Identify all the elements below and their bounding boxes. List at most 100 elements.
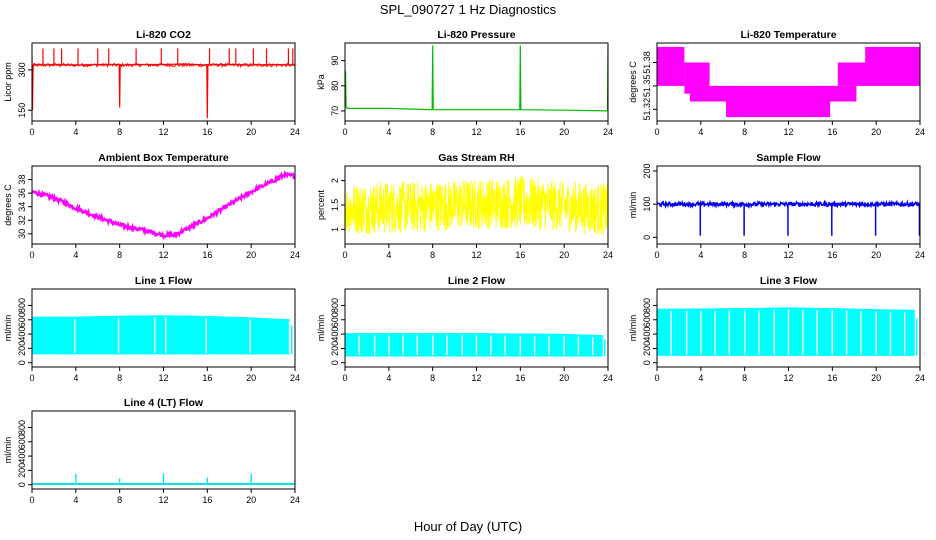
y-tick-label: 30 bbox=[17, 229, 27, 239]
y-tick-label: 150 bbox=[17, 103, 27, 118]
x-tick-label: 20 bbox=[559, 127, 569, 137]
x-tick-label: 8 bbox=[117, 250, 122, 260]
x-tick-label: 4 bbox=[73, 250, 78, 260]
series-line bbox=[32, 56, 295, 119]
panel-9: Line 3 Flow ml/min 0 4 8 12 16 20 24 0 20040060080… bbox=[628, 275, 925, 383]
y-axis-label: Licor ppm bbox=[3, 62, 13, 102]
x-tick-label: 12 bbox=[471, 373, 481, 383]
y-tick-label: 0 bbox=[17, 360, 27, 365]
y-tick-label: 100 bbox=[642, 197, 652, 212]
x-tick-label: 4 bbox=[73, 373, 78, 383]
y-tick-label: 36 bbox=[17, 188, 27, 198]
y-axis-label: ml/min bbox=[3, 315, 13, 342]
x-tick-label: 0 bbox=[654, 127, 659, 137]
y-tick-label: 800 bbox=[17, 298, 27, 313]
x-tick-label: 20 bbox=[871, 250, 881, 260]
x-tick-label: 12 bbox=[158, 495, 168, 505]
y-tick-label: 400 bbox=[17, 449, 27, 464]
x-tick-label: 24 bbox=[290, 495, 300, 505]
panel-2: Li-820 Pressure kPa 0 4 8 12 16 20 24 70 80 90 bbox=[316, 29, 613, 137]
x-tick-label: 16 bbox=[515, 127, 525, 137]
y-tick-label: 800 bbox=[330, 298, 340, 313]
y-tick-label: 0 bbox=[642, 360, 652, 365]
panel-7: Line 1 Flow ml/min 0 4 8 12 16 20 24 0 20040060080… bbox=[3, 275, 300, 383]
x-tick-label: 8 bbox=[117, 373, 122, 383]
panel-title: Line 3 Flow bbox=[760, 275, 818, 287]
y-axis-label: degrees C bbox=[628, 61, 638, 103]
y-tick-label: 51.38 bbox=[642, 51, 652, 74]
x-tick-label: 4 bbox=[386, 250, 391, 260]
panel-5: Gas Stream RH percent 0 4 8 12 16 20 24 1 1.5 2 bbox=[316, 152, 613, 260]
y-axis-label: kPa bbox=[316, 74, 326, 90]
x-tick-label: 8 bbox=[430, 373, 435, 383]
x-tick-label: 16 bbox=[202, 373, 212, 383]
x-tick-label: 4 bbox=[73, 127, 78, 137]
x-tick-label: 20 bbox=[246, 250, 256, 260]
y-tick-label: 1.5 bbox=[330, 199, 340, 212]
series bbox=[657, 307, 920, 356]
panel-1: Li-820 CO2 Licor ppm 0 4 8 12 16 20 24 150 300 bbox=[3, 29, 300, 137]
panel-title: Line 2 Flow bbox=[448, 275, 506, 287]
series bbox=[345, 45, 608, 112]
series bbox=[657, 46, 920, 118]
x-tick-label: 0 bbox=[654, 250, 659, 260]
x-tick-label: 4 bbox=[698, 250, 703, 260]
y-axis-label: percent bbox=[316, 189, 326, 220]
x-tick-label: 20 bbox=[871, 373, 881, 383]
panel-4: Ambient Box Temperature degrees C 0 4 8 12 16 2… bbox=[3, 152, 300, 260]
y-axis-label: ml/min bbox=[628, 192, 638, 219]
x-tick-label: 4 bbox=[698, 373, 703, 383]
series-line bbox=[345, 45, 608, 112]
panel-3: Li-820 Temperature degrees C 0 4 8 12 16 20 24 51… bbox=[628, 29, 925, 137]
x-tick-label: 20 bbox=[871, 127, 881, 137]
x-tick-label: 16 bbox=[827, 373, 837, 383]
y-tick-label: 2 bbox=[330, 178, 340, 183]
flow-area bbox=[345, 333, 603, 357]
x-tick-label: 8 bbox=[117, 127, 122, 137]
y-tick-label: 90 bbox=[330, 56, 340, 66]
x-tick-label: 16 bbox=[515, 250, 525, 260]
series bbox=[32, 315, 293, 355]
flow-area bbox=[657, 307, 915, 356]
y-tick-label: 51.32 bbox=[642, 98, 652, 121]
x-tick-label: 24 bbox=[603, 127, 613, 137]
x-tick-label: 12 bbox=[471, 127, 481, 137]
x-tick-label: 16 bbox=[202, 250, 212, 260]
series-noise bbox=[32, 62, 295, 68]
panel-title: Gas Stream RH bbox=[438, 152, 514, 164]
x-tick-label: 8 bbox=[742, 250, 747, 260]
series bbox=[345, 333, 608, 357]
y-tick-label: 0 bbox=[17, 482, 27, 487]
x-tick-label: 4 bbox=[698, 127, 703, 137]
x-tick-label: 12 bbox=[158, 373, 168, 383]
panel-title: Line 4 (LT) Flow bbox=[124, 397, 204, 409]
y-tick-label: 400 bbox=[17, 327, 27, 342]
x-tick-label: 0 bbox=[29, 127, 34, 137]
x-tick-label: 8 bbox=[742, 127, 747, 137]
y-tick-label: 600 bbox=[17, 434, 27, 449]
x-tick-label: 24 bbox=[290, 373, 300, 383]
x-tick-label: 24 bbox=[290, 250, 300, 260]
panel-6: Sample Flow ml/min 0 4 8 12 16 20 24 0 100 200 bbox=[628, 152, 925, 260]
temperature-band bbox=[812, 85, 857, 102]
x-tick-label: 12 bbox=[783, 373, 793, 383]
series bbox=[32, 473, 295, 485]
x-tick-label: 12 bbox=[783, 127, 793, 137]
y-tick-label: 200 bbox=[17, 341, 27, 356]
x-tick-label: 0 bbox=[342, 127, 347, 137]
x-tick-label: 24 bbox=[603, 373, 613, 383]
y-axis-label: ml/min bbox=[628, 315, 638, 342]
y-tick-label: 600 bbox=[330, 312, 340, 327]
figure-title: SPL_090727 1 Hz Diagnostics bbox=[380, 2, 557, 17]
series bbox=[32, 169, 295, 241]
panel-frame bbox=[31, 42, 296, 122]
y-axis-label: degrees C bbox=[3, 184, 13, 226]
x-tick-label: 16 bbox=[827, 127, 837, 137]
y-tick-label: 200 bbox=[642, 341, 652, 356]
y-tick-label: 400 bbox=[642, 327, 652, 342]
series-line bbox=[345, 176, 608, 236]
x-tick-label: 0 bbox=[29, 250, 34, 260]
series bbox=[345, 176, 608, 236]
x-tick-label: 0 bbox=[654, 373, 659, 383]
